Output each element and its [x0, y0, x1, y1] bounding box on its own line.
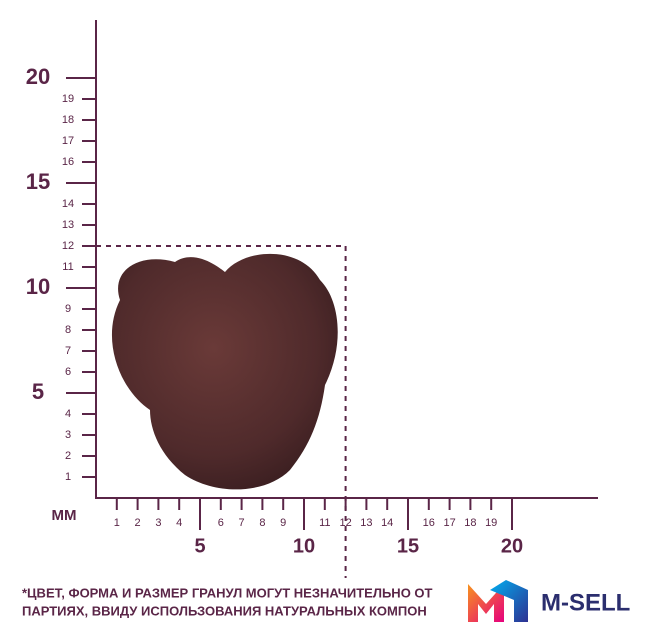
x-minor-label: 2 [135, 517, 141, 529]
note: *ЦВЕТ, ФОРМА И РАЗМЕР ГРАНУЛ МОГУТ НЕЗНА… [22, 585, 433, 618]
x-minor-label: 17 [443, 517, 455, 529]
x-minor-label: 13 [360, 517, 372, 529]
y-major-label: 10 [26, 274, 50, 299]
x-minor-label: 7 [239, 517, 245, 529]
x-minor-label: 1 [114, 517, 120, 529]
logo-text: M-SELL [541, 589, 630, 616]
unit-label: MM [52, 507, 77, 524]
logo: M-SELL [468, 580, 630, 622]
y-minor-label: 2 [65, 450, 71, 462]
y-minor-label: 13 [62, 219, 74, 231]
x-minor-label: 16 [423, 517, 435, 529]
y-major-label: 15 [26, 169, 50, 194]
y-minor-label: 19 [62, 93, 74, 105]
y-minor-label: 9 [65, 303, 71, 315]
x-major-label: 20 [501, 535, 523, 557]
y-minor-label: 3 [65, 429, 71, 441]
y-minor-label: 12 [62, 240, 74, 252]
x-minor-label: 8 [259, 517, 265, 529]
x-minor-label: 4 [176, 517, 182, 529]
x-minor-label: 11 [319, 517, 330, 529]
y-minor-label: 4 [65, 408, 71, 420]
y-minor-label: 6 [65, 366, 71, 378]
x-minor-label: 19 [485, 517, 497, 529]
x-minor-label: 12 [339, 517, 351, 529]
x-major-label: 5 [194, 535, 205, 557]
y-minor-label: 16 [62, 156, 74, 168]
y-minor-label: 1 [65, 471, 71, 483]
y-minor-label: 17 [62, 135, 74, 147]
y-minor-label: 14 [62, 198, 74, 210]
x-major-label: 10 [293, 535, 315, 557]
y-minor-label: 8 [65, 324, 71, 336]
y-major-label: 5 [32, 379, 44, 404]
y-major-label: 20 [26, 64, 50, 89]
note-line: ПАРТИЯХ, ВВИДУ ИСПОЛЬЗОВАНИЯ НАТУРАЛЬНЫХ… [22, 603, 427, 618]
y-minor-label: 7 [65, 345, 71, 357]
x-major-label: 15 [397, 535, 419, 557]
note-line: *ЦВЕТ, ФОРМА И РАЗМЕР ГРАНУЛ МОГУТ НЕЗНА… [22, 585, 433, 600]
kibble [111, 253, 338, 490]
x-minor-label: 6 [218, 517, 224, 529]
y-minor-label: 11 [62, 261, 73, 273]
x-minor-label: 14 [381, 517, 393, 529]
x-minor-label: 3 [155, 517, 161, 529]
x-minor-label: 9 [280, 517, 286, 529]
x-minor-label: 18 [464, 517, 476, 529]
y-minor-label: 18 [62, 114, 74, 126]
